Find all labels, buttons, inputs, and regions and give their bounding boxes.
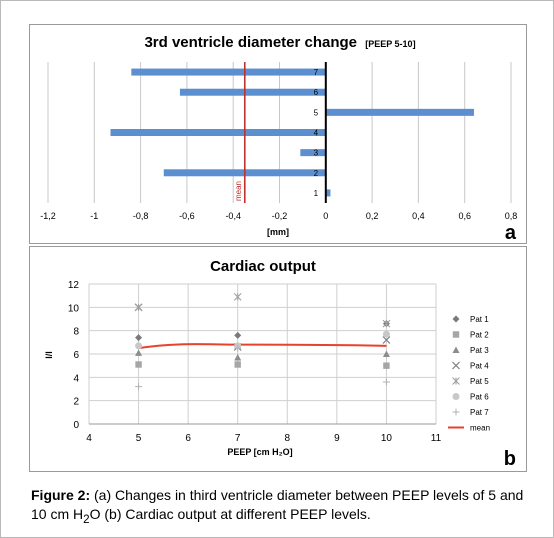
x-tick-label: -0,8 [133,211,149,221]
legend-label: Pat 3 [470,346,489,355]
chart-title: 3rd ventricle diameter change [PEEP 5-10… [144,34,415,51]
caption-label: Figure 2: [31,487,91,503]
x-tick-label: 5 [136,433,142,444]
mean-line [138,343,387,350]
bar [110,129,326,136]
data-point [135,383,143,391]
legend-marker [452,346,460,353]
legend-label: Pat 2 [470,331,489,340]
y-tick-label: 8 [73,327,79,338]
legend-label: Pat 6 [470,393,489,402]
x-tick-label: 6 [185,433,191,444]
x-axis-label: PEEP [cm H₂O] [227,447,292,457]
y-tick-label: 12 [68,280,80,291]
bar [300,149,326,157]
legend-label: Pat 1 [470,315,489,324]
x-tick-label: 0,2 [366,211,379,221]
data-point [383,362,390,369]
bar-chart-svg: 1 2 3 4 5 6 7 mean -1,2 -1 -0,8 -0,6 -0,4 -0,2 0 0,2 0,… [40,34,518,244]
x-tick-label: 0 [323,211,328,221]
x-tick-label: -1,2 [40,211,56,221]
y-tick-label: 6 [73,350,79,361]
x-tick-label: 8 [285,433,291,444]
x-tick-label: 0,8 [505,211,518,221]
category-label: 6 [314,88,319,97]
category-label: 1 [314,189,319,198]
x-axis-label: [mm] [267,227,289,237]
x-tick-label: 7 [235,433,241,444]
category-label: 3 [314,149,319,158]
x-tick-label: 0,4 [412,211,425,221]
x-tick-label: -0,6 [179,211,195,221]
panel-label-b: b [504,448,516,470]
legend-marker [452,393,460,400]
bar [131,68,326,76]
legend-label: mean [470,424,490,433]
data-point [382,378,390,386]
panel-label-a: a [505,222,517,243]
data-point [135,342,143,350]
y-tick-label: 0 [73,420,79,431]
x-tick-label: 11 [431,433,442,444]
legend-label: Pat 7 [470,408,489,417]
legend-marker [452,408,460,416]
data-point [234,354,242,361]
data-point [382,330,390,338]
data-point [135,349,143,356]
category-label: 4 [314,129,319,138]
data-point [382,336,391,344]
x-tick-label: -0,4 [225,211,241,221]
figure-caption: Figure 2: (a) Changes in third ventricle… [31,486,531,529]
y-axis-label: l/l [44,351,54,359]
category-label: 7 [314,68,319,77]
data-point [234,344,242,352]
x-tick-label: 9 [334,433,340,444]
legend-marker [452,361,460,370]
y-tick-label: 2 [73,397,79,408]
legend-marker [452,331,460,338]
bar [325,108,474,116]
data-point [135,334,143,342]
scatter-chart-svg: 4 5 6 7 8 9 10 11 0 2 4 6 8 10 12 Pat 1 Pat 2 Pat 3 Pat 4… [44,258,516,470]
legend-marker [452,377,460,385]
data-point [382,350,390,357]
category-label: 5 [314,108,319,117]
legend-label: Pat 5 [470,377,489,386]
data-point [134,303,143,312]
bar [179,88,326,96]
legend-label: Pat 4 [470,362,489,371]
data-point [234,331,242,339]
category-label: 2 [314,169,319,178]
x-tick-label: 10 [381,433,393,444]
chart-panel-b: 4 5 6 7 8 9 10 11 0 2 4 6 8 10 12 Pat 1 Pat 2 Pat 3 Pat 4… [29,246,527,472]
data-point [233,292,242,301]
data-point [382,319,391,328]
x-tick-label: -0,2 [272,211,288,221]
data-point [234,361,241,368]
x-tick-label: 0,6 [458,211,471,221]
chart-title: Cardiac output [210,258,316,275]
data-point [135,361,142,368]
y-tick-label: 4 [73,373,79,384]
legend-marker [452,315,460,323]
y-tick-label: 10 [68,303,80,314]
x-tick-label: 4 [86,433,92,444]
caption-text: (a) Changes in third ventricle diameter … [31,487,524,526]
bar [325,189,331,197]
x-tick-label: -1 [90,211,98,221]
mean-label: mean [234,181,243,201]
chart-panel-a: 1 2 3 4 5 6 7 mean -1,2 -1 -0,8 -0,6 -0,4 -0,2 0 0,2 0,… [29,24,527,244]
